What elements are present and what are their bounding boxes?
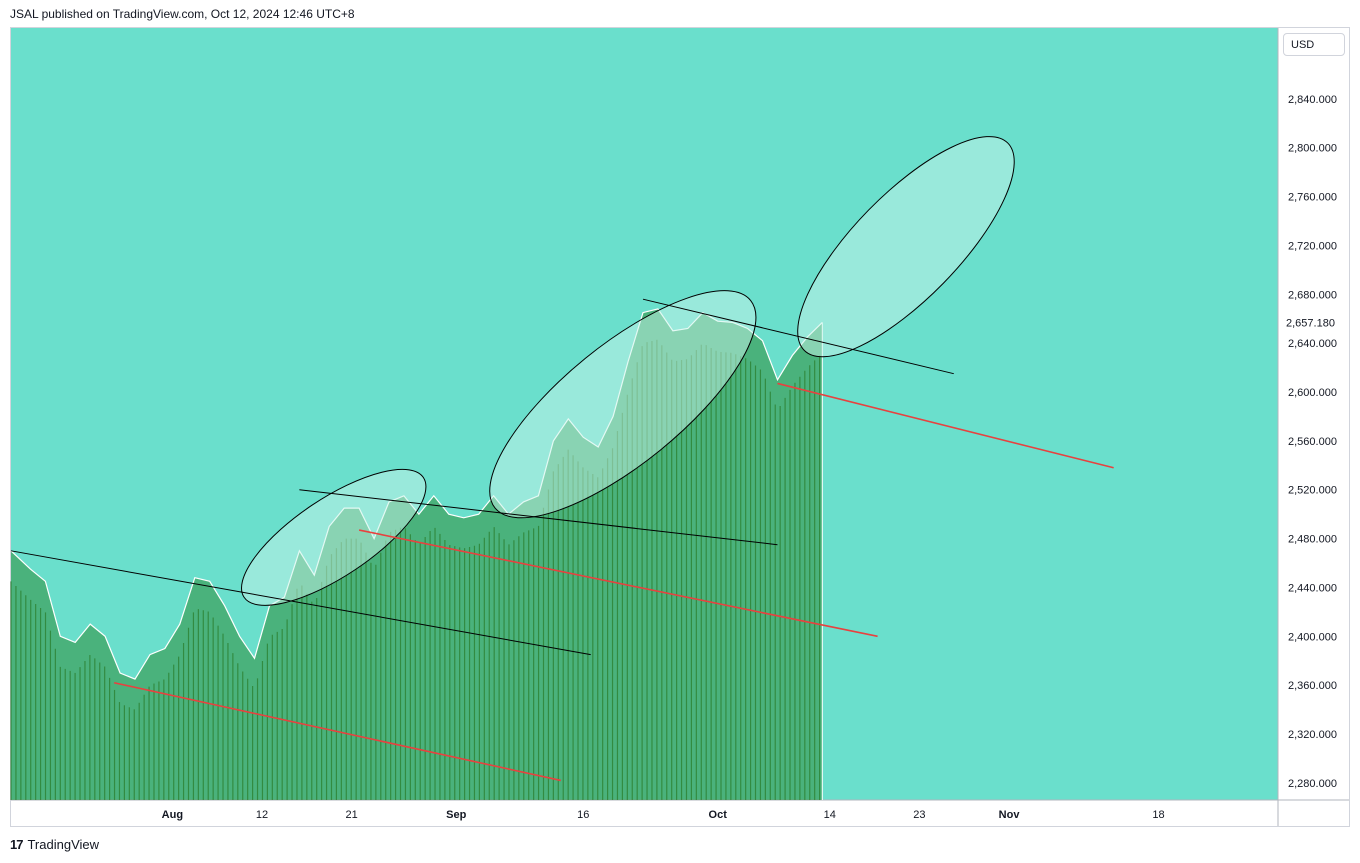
ellipse-annotation[interactable] bbox=[767, 106, 1045, 387]
price-tick-label: 2,520.000 bbox=[1288, 485, 1337, 497]
time-tick-label: 23 bbox=[913, 809, 925, 821]
time-tick-label: Oct bbox=[709, 809, 728, 821]
price-tick-label: 2,560.000 bbox=[1288, 436, 1337, 448]
price-tick-label: 2,760.000 bbox=[1288, 192, 1337, 204]
publisher-line: JSAL published on TradingView.com, Oct 1… bbox=[10, 7, 355, 21]
footer-brand: 17 TradingView bbox=[10, 837, 99, 852]
price-tick-label: 2,600.000 bbox=[1288, 387, 1337, 399]
support-trendline[interactable] bbox=[777, 382, 1114, 469]
currency-selector[interactable]: USD bbox=[1283, 33, 1345, 56]
time-tick-label: Nov bbox=[999, 809, 1021, 821]
ellipse-annotation[interactable] bbox=[223, 445, 445, 629]
time-tick-label: 18 bbox=[1152, 809, 1164, 821]
price-axis-background bbox=[1278, 28, 1349, 826]
time-tick-label: Sep bbox=[446, 809, 466, 821]
price-tick-label: 2,640.000 bbox=[1288, 338, 1337, 350]
ellipse-annotation[interactable] bbox=[458, 254, 788, 554]
last-price-box bbox=[1280, 314, 1346, 331]
time-tick-label: 21 bbox=[346, 809, 358, 821]
time-tick-label: 12 bbox=[256, 809, 268, 821]
last-price-label: 2,657.180 bbox=[1286, 317, 1335, 329]
resistance-trendline[interactable] bbox=[10, 550, 591, 656]
time-axis-background bbox=[11, 800, 1278, 826]
chart-frame bbox=[10, 27, 1350, 827]
brand-name: TradingView bbox=[27, 837, 100, 852]
price-tick-label: 2,400.000 bbox=[1288, 631, 1337, 643]
price-tick-label: 2,720.000 bbox=[1288, 240, 1337, 252]
time-tick-label: Aug bbox=[162, 809, 183, 821]
tradingview-logo-icon: 17 bbox=[10, 837, 24, 852]
price-tick-label: 2,360.000 bbox=[1288, 680, 1337, 692]
time-tick-label: 16 bbox=[577, 809, 589, 821]
price-tick-label: 2,480.000 bbox=[1288, 534, 1337, 546]
time-tick-label: 14 bbox=[824, 809, 836, 821]
price-tick-label: 2,840.000 bbox=[1288, 94, 1337, 106]
price-tick-label: 2,320.000 bbox=[1288, 729, 1337, 741]
price-tick-label: 2,280.000 bbox=[1288, 778, 1337, 790]
price-tick-label: 2,440.000 bbox=[1288, 582, 1337, 594]
support-trendline[interactable] bbox=[113, 681, 562, 782]
resistance-trendline[interactable] bbox=[642, 298, 954, 375]
resistance-trendline[interactable] bbox=[299, 489, 778, 546]
support-trendline[interactable] bbox=[358, 529, 878, 638]
price-tick-label: 2,800.000 bbox=[1288, 143, 1337, 155]
price-tick-label: 2,680.000 bbox=[1288, 289, 1337, 301]
